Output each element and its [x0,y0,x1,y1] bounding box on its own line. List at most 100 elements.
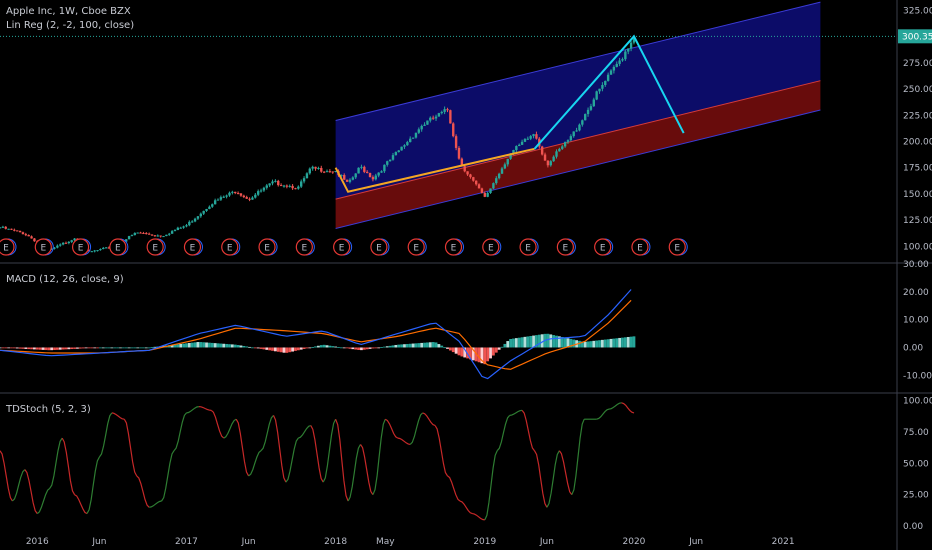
earnings-marker-label: E [413,244,419,254]
earnings-marker [668,238,686,256]
earnings-marker-label: E [376,244,382,254]
macd-histogram-bar [629,336,633,348]
macd-histogram-bar [78,347,82,349]
macd-histogram-bar [626,336,630,348]
candle-body [503,164,507,169]
candle-body [348,179,352,182]
symbol-title: Apple Inc, 1W, Cboe BZX [6,6,131,17]
earnings-marker-label: E [301,244,307,254]
last-price-label: 300.35 [902,32,932,42]
candle-body [125,239,128,242]
macd-histogram-bar [354,347,358,350]
macd-histogram-bar [245,346,249,348]
macd-histogram-bar [104,347,108,349]
candle-body [457,147,461,159]
macd-histogram-bar [302,347,306,349]
time-tick-label: 2019 [473,537,496,547]
macd-histogram-bar [144,347,148,349]
candle-body [368,172,372,178]
candle-body [518,144,521,147]
macd-histogram-bar [440,345,444,348]
macd-histogram-bar [173,344,177,348]
candle-body [409,138,412,143]
candle-body [480,188,484,194]
tdstoch-segment [49,437,63,489]
candle-body [543,154,547,161]
macd-histogram-bar [136,347,140,349]
candle-body [202,210,205,214]
macd-histogram-bar [368,347,372,349]
candle-body [500,168,504,174]
macd-legend: MACD (12, 26, close, 9) [6,274,124,285]
macd-histogram-bar [147,347,151,349]
candle-body [33,238,36,242]
candle-body [225,195,228,197]
candle-body [277,180,280,186]
macd-histogram-bar [374,347,378,349]
macd-histogram-bar [251,347,254,349]
macd-histogram-bar [133,347,137,349]
earnings-marker [631,238,649,256]
macd-histogram-bar [500,346,504,348]
macd-histogram-bar [4,347,8,349]
candle-body [211,204,214,207]
earnings-marker [258,238,276,256]
macd-tick-label: 30.00 [903,260,929,270]
candle-body [345,179,349,182]
macd-histogram-bar [357,347,360,350]
macd-histogram-bar [606,339,610,348]
macd-histogram-bar [84,347,88,349]
macd-histogram-bar [225,343,229,348]
candle-body [27,234,30,237]
tdstoch-segment [335,418,349,502]
macd-histogram-bar [580,341,584,348]
candle-body [102,247,105,250]
macd-histogram-bar [50,347,54,351]
tdstoch-segment [558,450,573,496]
macd-histogram-bar [612,338,616,348]
macd-histogram-bar [348,347,352,349]
candle-body [509,153,512,159]
macd-histogram-bar [185,343,188,348]
macd-histogram-bar [477,347,481,363]
candle-body [563,141,567,147]
earnings-marker [594,238,612,256]
candle-body [136,232,139,234]
tdstoch-segment [198,406,212,411]
candle-body [13,229,16,231]
macd-histogram-bar [130,347,134,349]
macd-pane [0,289,636,380]
candle-body [185,225,188,227]
macd-histogram-bar [414,343,418,348]
candle-body [254,194,257,198]
macd-histogram-bar [566,338,570,348]
candle-body [150,234,154,236]
candle-body [222,196,225,198]
lower-channel [335,80,821,229]
macd-histogram-bar [38,347,42,350]
macd-histogram-bar [408,343,412,348]
candle-body [621,59,624,61]
macd-histogram-bar [509,338,513,348]
candle-body [561,146,564,149]
macd-histogram-bar [362,347,366,350]
candle-body [208,206,211,209]
macd-histogram-bar [291,347,294,352]
candle-body [431,117,435,119]
macd-histogram-bar [35,347,39,350]
macd-histogram-bar [621,337,624,348]
earnings-marker-label: E [78,244,84,254]
macd-histogram-bar [319,345,323,348]
candle-body [21,232,25,235]
candle-body [99,249,102,251]
channel-lower-line [335,109,821,229]
earnings-marker-label: E [563,244,569,254]
macd-histogram-bar [471,347,475,361]
macd-histogram-bar [176,344,180,348]
price-tick-label: 275.00 [903,59,932,69]
macd-histogram-bar [21,347,25,349]
candle-body [535,134,538,139]
macd-histogram-bar [239,345,243,348]
candle-body [592,99,595,107]
candle-body [460,158,464,167]
